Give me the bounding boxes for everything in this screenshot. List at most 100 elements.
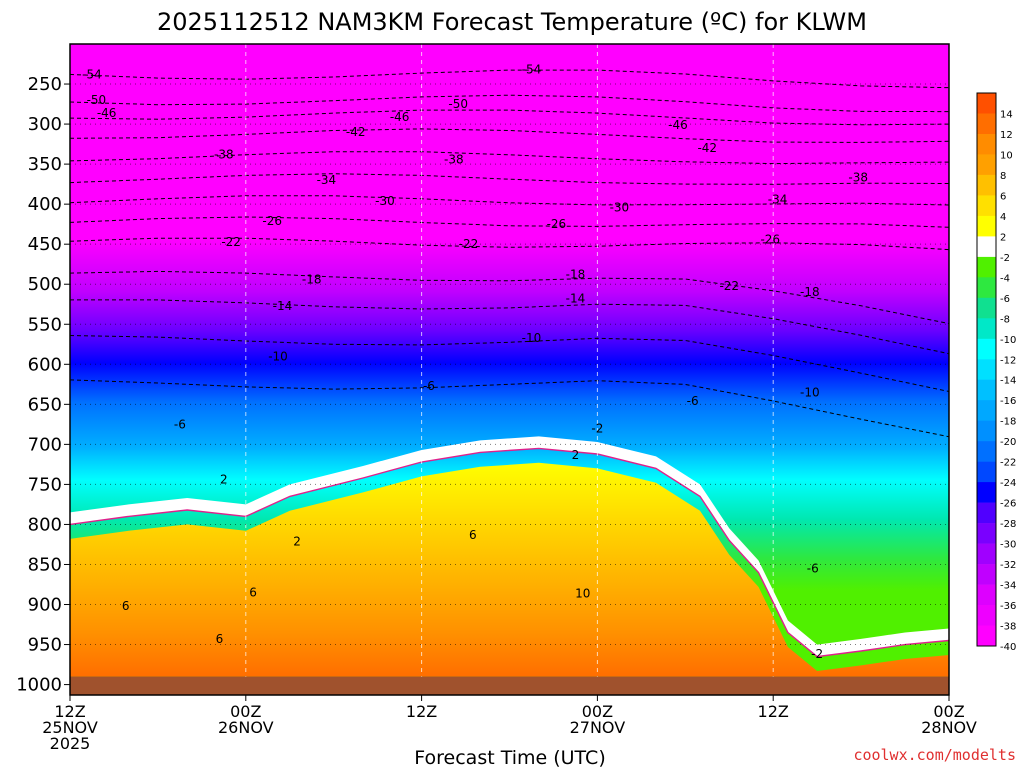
credit-link[interactable]: coolwx.com/modelts	[853, 746, 1016, 764]
y-tick-label-400: 400	[28, 194, 62, 215]
colorbar-cell-1	[977, 113, 996, 135]
colorbar-label-24: -36	[1000, 601, 1016, 612]
colorbar-label-1: 12	[1000, 130, 1013, 141]
y-tick-label-1000: 1000	[16, 675, 62, 696]
x-axis-label: Forecast Time (UTC)	[414, 747, 605, 768]
contour-label-42: 6	[216, 632, 224, 646]
colorbar-label-22: -32	[1000, 560, 1016, 571]
colorbar-cell-5	[977, 195, 996, 217]
contour-label-41: 6	[122, 599, 130, 613]
colorbar-label-15: -18	[1000, 417, 1016, 428]
colorbar-cell-26	[977, 625, 996, 647]
colorbar-label-17: -22	[1000, 458, 1016, 469]
warm-layer-area	[70, 462, 949, 677]
colorbar-frame	[976, 92, 997, 647]
y-tick-label-700: 700	[28, 434, 62, 455]
ground-surface	[70, 676, 949, 695]
colorbar-cell-8	[977, 256, 996, 278]
colorbar-label-10: -8	[1000, 314, 1010, 325]
colorbar-cell-6	[977, 215, 996, 237]
colorbar-label-11: -10	[1000, 335, 1016, 346]
contour-label-4: -50	[448, 97, 468, 111]
colorbar-label-18: -24	[1000, 478, 1016, 489]
colorbar-cell-4	[977, 174, 996, 196]
contour-label-24: -18	[800, 285, 820, 299]
colorbar-label-8: -4	[1000, 273, 1010, 284]
contour-label-35: -2	[811, 647, 823, 661]
colorbar-label-21: -30	[1000, 540, 1016, 551]
colorbar-cell-18	[977, 461, 996, 483]
colorbar-cell-15	[977, 400, 996, 421]
colorbar-cell-17	[977, 441, 996, 462]
colorbar-label-20: -28	[1000, 519, 1016, 530]
y-tick-label-250: 250	[28, 74, 62, 95]
contour-label-17: -26	[547, 217, 567, 231]
contour-label-21: -18	[302, 272, 322, 286]
isotherm-dashed-12	[70, 379, 949, 438]
colorbar-cell-25	[977, 605, 996, 626]
contour-label-34: -2	[591, 421, 603, 435]
contour-label-14: -26	[262, 214, 282, 228]
x-tick-label-3-0: 00Z	[582, 702, 613, 721]
contour-label-23: -22	[719, 279, 739, 293]
colorbar-cell-20	[977, 502, 996, 524]
contour-label-15: -22	[221, 235, 241, 249]
contour-label-1: -50	[87, 93, 107, 107]
contour-label-6: -42	[346, 125, 366, 139]
contour-label-8: -38	[444, 152, 464, 166]
colorbar-cell-21	[977, 523, 996, 544]
colorbar-label-26: -40	[1000, 642, 1016, 653]
y-tick-label-750: 750	[28, 474, 62, 495]
colorbar-label-2: 10	[1000, 150, 1013, 161]
isotherm-contours	[70, 69, 949, 438]
y-tick-label-300: 300	[28, 114, 62, 135]
contour-label-13: -30	[375, 194, 395, 208]
contour-label-3: -54	[522, 63, 542, 77]
x-tick-label-0-2: 2025	[50, 734, 91, 753]
x-tick-label-5-1: 28NOV	[921, 718, 977, 737]
y-tick-label-800: 800	[28, 514, 62, 535]
colorbar-cell-7	[977, 236, 996, 258]
colorbar-label-19: -26	[1000, 499, 1016, 510]
contour-label-33: -6	[807, 561, 819, 575]
contour-label-16: -22	[459, 237, 479, 251]
contour-label-12: -34	[317, 173, 337, 187]
x-tick-label-1-0: 00Z	[230, 702, 261, 721]
colorbar-cell-14	[977, 379, 996, 401]
colorbar-label-0: 14	[1000, 109, 1013, 120]
colorbar-cell-24	[977, 584, 996, 606]
contour-label-26: -14	[566, 292, 586, 306]
contour-label-19: -34	[768, 192, 788, 206]
contour-label-36: 2	[220, 473, 228, 487]
colorbar-cell-16	[977, 420, 996, 442]
freezing-band-white	[70, 436, 949, 657]
colorbar-cell-0	[977, 93, 996, 114]
colorbar-cell-13	[977, 359, 996, 381]
contour-label-29: -10	[800, 385, 820, 399]
x-tick-label-1-1: 26NOV	[218, 718, 274, 737]
y-tick-label-450: 450	[28, 234, 62, 255]
colorbar-label-23: -34	[1000, 581, 1016, 592]
colorbar-cell-10	[977, 297, 996, 319]
contour-label-9: -46	[668, 118, 688, 132]
contour-labels: -54-50-46-54-50-46-42-38 -38-46-42-38-34-…	[82, 63, 868, 662]
contour-label-0: -54	[82, 67, 102, 81]
chart-title: 2025112512 NAM3KM Forecast Temperature (…	[157, 8, 867, 36]
y-tick-label-650: 650	[28, 394, 62, 415]
colorbar-cell-12	[977, 338, 996, 360]
contour-label-7: -38	[214, 148, 234, 162]
colorbar-cell-22	[977, 543, 996, 565]
x-tick-label-3-1: 27NOV	[570, 718, 626, 737]
contour-label-38: 2	[293, 534, 301, 548]
colorbar-label-6: 2	[1000, 232, 1006, 243]
colorbar-cell-3	[977, 154, 996, 176]
x-tick-label-0-1: 25NOV	[42, 718, 98, 737]
contour-label-11: -38	[848, 171, 868, 185]
pressure-axis: 250 300 350 400 450 500 550 600 650 700 750 800 850 9…	[16, 74, 70, 696]
colorbar-cell-23	[977, 564, 996, 585]
contour-label-31: -6	[174, 417, 186, 431]
y-tick-label-350: 350	[28, 154, 62, 175]
colorbar-label-9: -6	[1000, 294, 1010, 305]
